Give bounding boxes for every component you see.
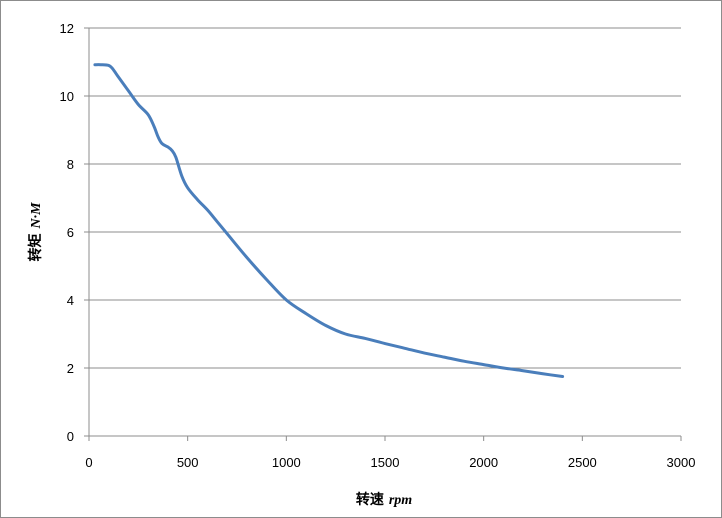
x-tick-label-500: 500: [177, 455, 199, 470]
series-line-0: [93, 63, 565, 378]
x-axis-title-prefix: 转速: [356, 491, 384, 508]
y-tick-label-0: 0: [67, 429, 74, 444]
x-tick-label-1000: 1000: [272, 455, 301, 470]
x-axis-title: 转速 rpm: [356, 491, 412, 508]
y-tick-label-2: 2: [67, 361, 74, 376]
y-tick-label-8: 8: [67, 157, 74, 172]
x-tick-labels: 0 500 1000 1500 2000 2500 3000: [85, 455, 695, 470]
x-tick-label-1500: 1500: [371, 455, 400, 470]
x-tick-label-2000: 2000: [469, 455, 498, 470]
x-tick-label-0: 0: [85, 455, 92, 470]
y-tick-label-10: 10: [60, 89, 74, 104]
x-tick-label-2500: 2500: [568, 455, 597, 470]
y-axis-title-unit: N·M: [29, 202, 44, 230]
y-axis-title-prefix: 转矩: [27, 234, 44, 262]
y-tick-label-4: 4: [67, 293, 74, 308]
y-axis-title: 转矩 N·M: [27, 202, 44, 262]
x-axis-title-unit: rpm: [389, 493, 412, 508]
series-group: [93, 63, 565, 378]
y-tick-label-12: 12: [60, 21, 74, 36]
gridlines: [89, 27, 681, 369]
axes: [84, 27, 682, 441]
y-tick-label-6: 6: [67, 225, 74, 240]
x-tick-label-3000: 3000: [667, 455, 696, 470]
y-tick-labels: 0 2 4 6 8 10 12: [60, 21, 74, 444]
